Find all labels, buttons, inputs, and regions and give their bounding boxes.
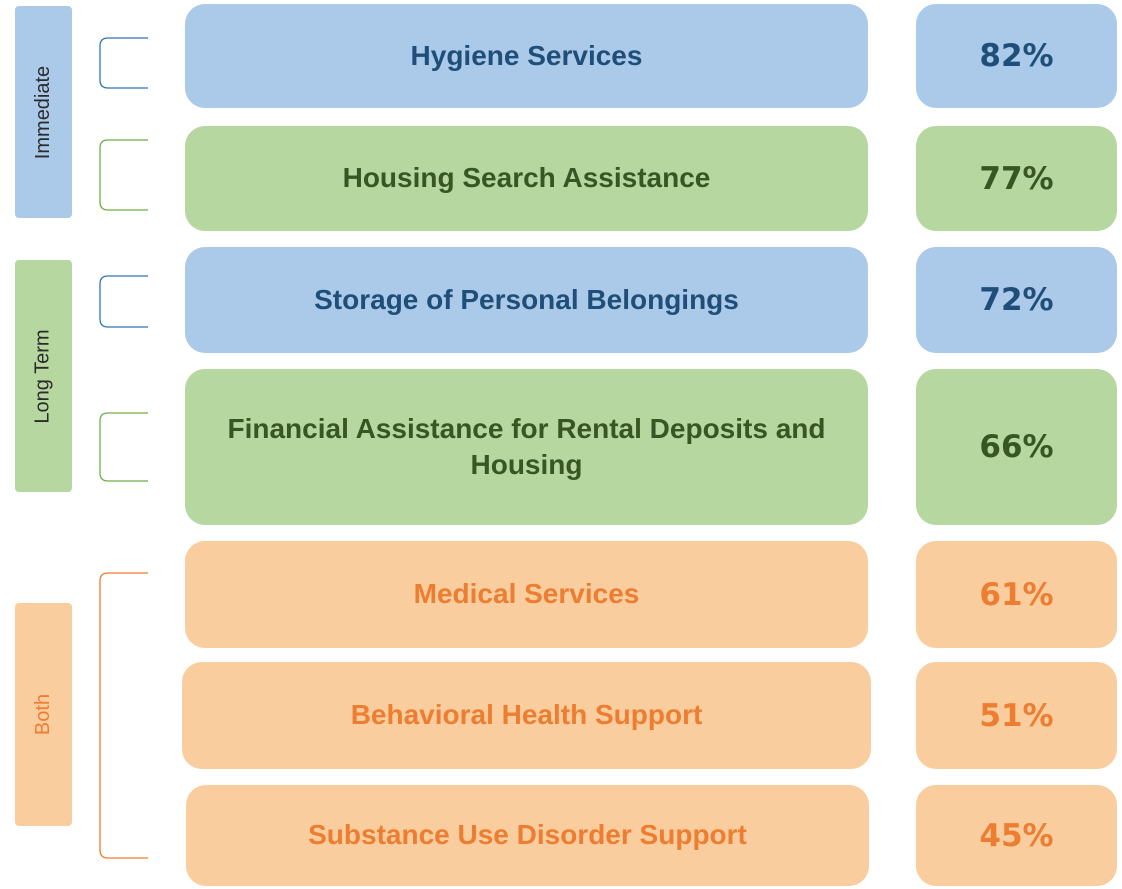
item-box-text: Housing Search Assistance xyxy=(342,162,711,194)
item-box-text: Storage of Personal Belongings xyxy=(314,283,739,315)
value-box: 66% xyxy=(916,369,1117,525)
value-box: 45% xyxy=(916,785,1117,886)
item-box: Behavioral Health Support xyxy=(182,662,871,769)
value-box: 51% xyxy=(916,662,1117,769)
group-label: Immediate xyxy=(15,6,72,218)
group-label: Long Term xyxy=(15,260,72,492)
item-box: Financial Assistance for Rental Deposits… xyxy=(185,369,868,525)
group-label: Both xyxy=(15,603,72,826)
value-box-text: 61% xyxy=(979,576,1054,613)
value-box-text: 45% xyxy=(979,817,1054,854)
value-box-text: 77% xyxy=(979,160,1054,197)
item-box-text: Behavioral Health Support xyxy=(350,699,703,731)
bracket xyxy=(99,37,148,89)
item-box-text: Medical Services xyxy=(413,578,640,610)
group-label-text: Long Term xyxy=(32,328,55,424)
value-box-text: 82% xyxy=(979,38,1054,74)
bracket xyxy=(99,572,148,859)
item-box: Medical Services xyxy=(185,541,868,648)
value-box-text: 51% xyxy=(979,697,1054,734)
item-box-text: Financial Assistance for Rental Deposits… xyxy=(227,412,826,480)
group-label-text: Immediate xyxy=(32,65,54,159)
bracket xyxy=(99,275,148,328)
item-box-text: Hygiene Services xyxy=(410,39,643,71)
item-box: Housing Search Assistance xyxy=(185,126,868,231)
bracket xyxy=(99,412,148,482)
item-box: Hygiene Services xyxy=(185,4,868,108)
bracket xyxy=(99,139,148,211)
value-box: 61% xyxy=(916,541,1117,648)
value-box-text: 66% xyxy=(979,429,1054,465)
value-box: 77% xyxy=(916,126,1117,231)
group-label-text: Both xyxy=(32,693,54,736)
item-box: Storage of Personal Belongings xyxy=(185,247,868,353)
item-box: Substance Use Disorder Support xyxy=(186,785,869,886)
value-box: 72% xyxy=(916,247,1117,353)
value-box: 82% xyxy=(916,4,1117,108)
value-box-text: 72% xyxy=(979,282,1054,318)
item-box-text: Substance Use Disorder Support xyxy=(308,819,747,851)
